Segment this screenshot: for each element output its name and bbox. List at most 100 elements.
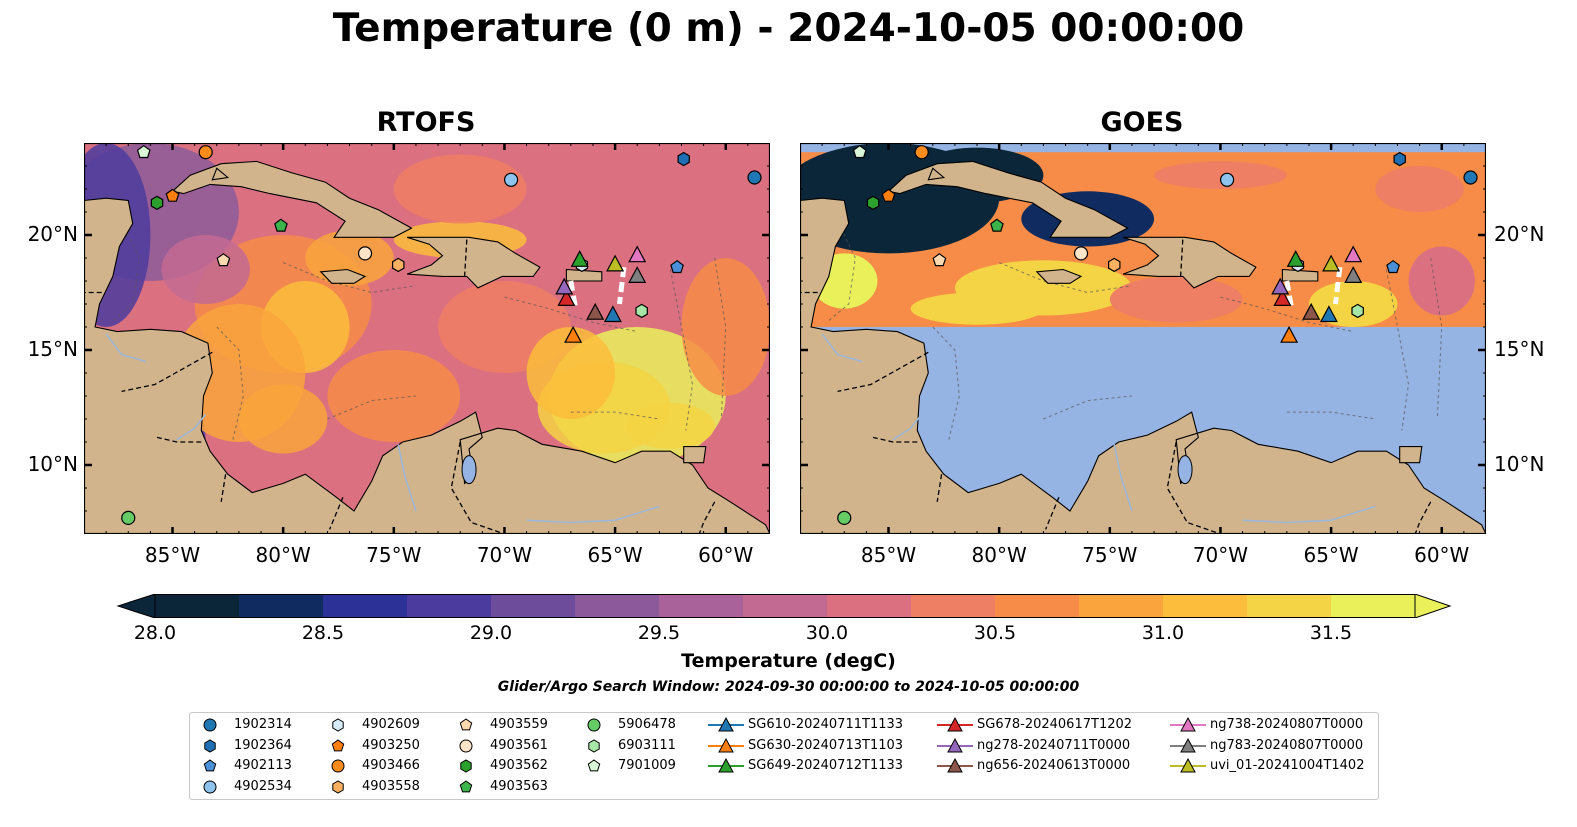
- colorbar-segment: [575, 594, 660, 618]
- platform-legend: 1902314 1902364 4902113 4902534 4902609 49032…: [189, 712, 1379, 800]
- legend-label: SG610-20240711T1133: [748, 717, 904, 732]
- temperature-patch: [626, 402, 715, 449]
- legend-item: 4903562: [458, 757, 688, 775]
- colorbar-tick-label: 29.5: [637, 622, 681, 644]
- marker-1902314: [1463, 170, 1478, 185]
- colorbar-segment: [1163, 594, 1248, 618]
- map-frame: [800, 143, 1486, 534]
- legend-label: 4903563: [490, 778, 548, 794]
- bathymetry-contour: [283, 262, 416, 294]
- temperature-patch: [681, 258, 770, 396]
- marker-ng656-20240613T0000: [586, 302, 605, 320]
- y-tick-label: 15°N: [1494, 337, 1545, 361]
- land-mass: [887, 160, 1129, 238]
- marker-4903250: [165, 188, 180, 202]
- colorbar-tick-label: 29.0: [469, 622, 513, 644]
- marker-7901009: [136, 144, 151, 159]
- marker-4903563: [990, 218, 1004, 232]
- marker-ng783-20240807T0000: [628, 266, 647, 283]
- legend-label: 4903250: [362, 737, 420, 753]
- legend-item: 4903250: [330, 737, 560, 755]
- country-border: [328, 496, 344, 530]
- land-mass: [927, 167, 946, 181]
- marker-4903563: [274, 218, 288, 232]
- legend-marker-icon: [937, 757, 973, 773]
- land-mass: [683, 446, 707, 464]
- colorbar-tick-label: 30.0: [805, 622, 849, 644]
- marker-4902113: [670, 259, 684, 274]
- main-title: Temperature (0 m) - 2024-10-05 00:00:00: [332, 6, 1245, 51]
- marker-7901009: [852, 144, 867, 159]
- platform-markers: [837, 144, 1478, 525]
- river: [526, 505, 660, 524]
- marker-4902534: [1219, 172, 1235, 187]
- land-mass: [565, 268, 603, 282]
- y-tick-label: 10°N: [27, 452, 78, 476]
- marker-5906478: [121, 510, 136, 525]
- land-mass: [406, 236, 541, 289]
- bathymetry-contour: [504, 296, 638, 333]
- river: [105, 333, 147, 363]
- legend-triangle: [947, 737, 963, 752]
- country-border: [1044, 496, 1060, 530]
- legend-circle: [203, 718, 217, 732]
- glider-track: [1284, 280, 1294, 307]
- legend-label: 4903561: [490, 737, 548, 753]
- marker-ng278-20240711T0000: [1271, 277, 1290, 295]
- temperature-patch: [393, 154, 527, 224]
- legend-hexagon: [588, 738, 600, 753]
- legend-pentagon: [459, 718, 473, 731]
- legend-label: 5906478: [618, 717, 676, 732]
- legend-triangle: [947, 757, 963, 773]
- y-tick-label: 20°N: [27, 222, 78, 246]
- marker-SG610-20240711T1133: [603, 305, 622, 323]
- country-border: [936, 474, 943, 502]
- legend-circle: [459, 739, 473, 752]
- legend-item: SG630-20240713T1103: [706, 737, 936, 755]
- y-tick-label: 20°N: [1494, 222, 1545, 246]
- marker-ng656-20240613T0000: [1302, 302, 1321, 320]
- legend-circle: [331, 759, 345, 773]
- x-tick-label: 75°W: [366, 543, 422, 567]
- legend-item: 4902113: [202, 757, 432, 775]
- marker-ng738-20240807T0000: [1344, 245, 1363, 263]
- legend-pentagon: [331, 738, 345, 751]
- legend-label: ng656-20240613T0000: [977, 758, 1131, 773]
- legend-label: SG678-20240617T1202: [977, 717, 1133, 732]
- marker-4903466: [914, 145, 929, 160]
- legend-marker-icon: [332, 718, 344, 732]
- legend-marker-icon: [459, 739, 473, 752]
- bathymetry-contour: [669, 269, 694, 431]
- legend-marker-icon: [708, 716, 744, 732]
- panel-title-goes: GOES: [1100, 107, 1184, 138]
- legend-marker-icon: [587, 718, 601, 732]
- marker-SG630-20240713T1103: [564, 325, 583, 343]
- marker-4903558: [392, 257, 405, 273]
- land-mass: [319, 268, 367, 284]
- country-border: [463, 239, 468, 277]
- country-border: [1166, 441, 1221, 534]
- marker-4903466: [198, 145, 213, 160]
- legend-hexagon: [460, 759, 472, 773]
- colorbar-extend-max: [1414, 594, 1452, 618]
- river: [1242, 505, 1376, 524]
- temperature-patch: [161, 235, 250, 304]
- colorbar-segment: [827, 594, 912, 618]
- marker-4903559: [932, 253, 947, 267]
- colorbar: [116, 594, 1452, 618]
- legend-item: 4903561: [458, 737, 688, 755]
- land-mass: [171, 160, 413, 238]
- x-tick-label: 75°W: [1082, 543, 1138, 567]
- panel-title-rtofs: RTOFS: [376, 107, 476, 138]
- legend-marker-icon: [331, 738, 345, 751]
- legend-label: 4903558: [362, 778, 420, 794]
- temperature-patch: [910, 292, 1044, 325]
- land-mass: [1122, 236, 1257, 289]
- marker-4903561: [357, 246, 373, 261]
- land-mass: [1399, 446, 1423, 464]
- marker-5906478: [837, 510, 852, 525]
- legend-label: 4903466: [362, 758, 420, 773]
- land-mass: [1035, 268, 1083, 284]
- legend-label: uvi_01-20241004T1402: [1210, 758, 1365, 773]
- bathymetry-contour: [826, 211, 856, 323]
